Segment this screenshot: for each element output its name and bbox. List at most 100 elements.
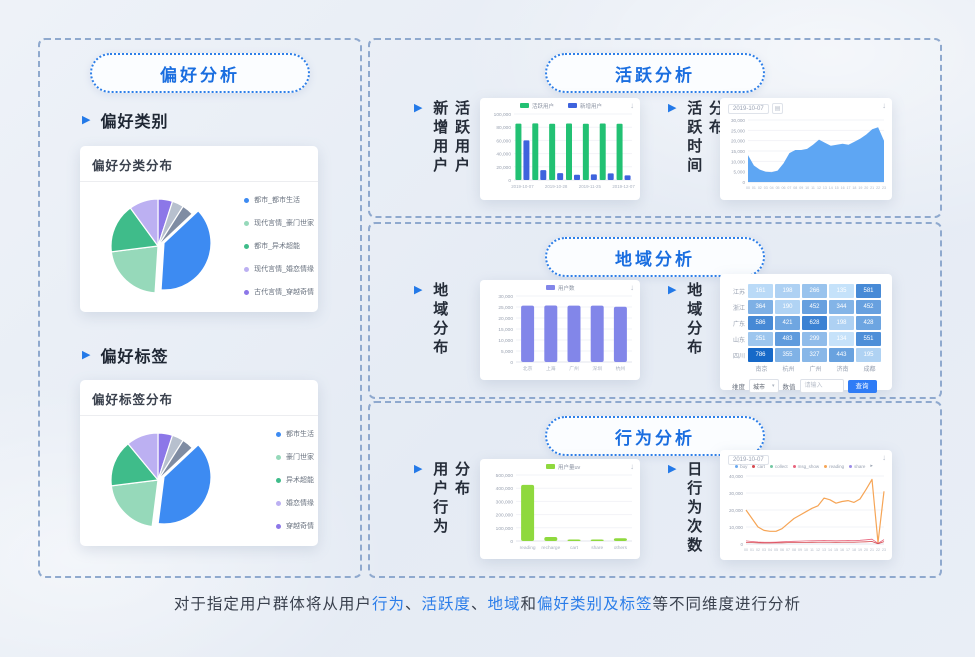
calendar-icon[interactable]: ▤ xyxy=(771,103,784,114)
vertical-label-column: 用户行为 xyxy=(431,461,449,537)
heatmap-grid: 江苏 161 198 266 135 581 浙江 364 190 452 344 452 广东 586 4… xyxy=(720,274,892,373)
x-axis-label: 12 xyxy=(817,186,821,190)
x-axis-label: 22 xyxy=(876,186,880,190)
pill-label: 行为分析 xyxy=(615,428,695,448)
heatmap-cell: 483 xyxy=(775,332,800,346)
y-axis-label: 300,000 xyxy=(496,499,514,505)
caption-text: 等不同维度进行分析 xyxy=(652,596,802,613)
bar xyxy=(613,538,627,541)
pie-slice xyxy=(110,479,159,528)
legend-item: 都市生活 xyxy=(276,429,314,439)
heatmap-cell: 443 xyxy=(829,348,854,362)
heatmap-cell: 786 xyxy=(748,348,773,362)
x-axis-label: 05 xyxy=(774,548,778,552)
legend-item: 异术超能 xyxy=(276,475,314,485)
x-axis-label: cart xyxy=(570,545,579,551)
pie-legend: 都市_都市生活 现代言情_豪门世家 都市_异术超能 现代言情_婚恋情缘 古代言情_穿越奇… xyxy=(244,195,314,310)
heatmap-col-label: 成都 xyxy=(863,367,876,373)
x-axis-label: 00 xyxy=(746,186,750,190)
y-axis-label: 40,000 xyxy=(729,474,743,479)
x-axis-label: 08 xyxy=(793,186,797,190)
pie-slice xyxy=(160,209,212,291)
x-axis-label: 21 xyxy=(870,548,874,552)
legend-label: 现代言情_婚恋情缘 xyxy=(254,266,314,273)
x-axis-label: 13 xyxy=(822,548,826,552)
y-axis-label: 10,000 xyxy=(731,159,745,164)
vertical-label: 日行为次数 xyxy=(683,461,705,556)
y-axis-label: 0 xyxy=(510,539,513,545)
region-heatmap-card: 江苏 161 198 266 135 581 浙江 364 190 452 344 452 广东 586 4… xyxy=(720,274,892,393)
heatmap-col-label: 广州 xyxy=(809,367,822,373)
legend-item: collect xyxy=(769,464,788,469)
line-series-msg_show xyxy=(745,538,885,544)
bar xyxy=(607,173,614,180)
heatmap-row: 广东 586 421 628 198 428 xyxy=(728,316,886,330)
bar xyxy=(613,306,627,362)
dimension-select[interactable]: 城市 ▾ xyxy=(749,379,779,393)
area-series xyxy=(748,127,884,182)
behavior-panel: 行为分析 ▶ 用户行为 分布 0 100,000 200,000 300,000 400,… xyxy=(368,401,942,578)
legend-dot xyxy=(276,431,281,437)
date-picker[interactable]: 2019-10-07 xyxy=(728,103,769,114)
legend-label: 穿越奇情 xyxy=(286,523,314,530)
behavior-analysis-pill: 行为分析 xyxy=(545,416,765,456)
legend-item: 都市_异术超能 xyxy=(244,241,314,251)
x-axis-label: 广州 xyxy=(569,365,579,372)
pie-slice xyxy=(157,443,212,525)
heatmap-row: 江苏 161 198 266 135 581 xyxy=(728,284,886,298)
section-header-preference-tags: ▶ 偏好标签 xyxy=(82,343,168,367)
x-axis-label: 09 xyxy=(799,186,803,190)
download-icon[interactable]: ↓ xyxy=(630,101,634,110)
legend-label: buy xyxy=(740,463,748,469)
active-time-chart-card: 2019-10-07 ▤ 0 5,000 10,000 15,000 20,000 25,… xyxy=(720,98,892,200)
x-axis-label: 07 xyxy=(787,186,791,190)
download-icon[interactable]: ↓ xyxy=(882,101,886,110)
heatmap-cell: 195 xyxy=(856,348,881,362)
vertical-label: 新增用户 活跃用户 xyxy=(429,100,473,176)
x-axis-label: 05 xyxy=(776,186,780,190)
area_time-svg: 0 5,000 10,000 15,000 20,000 25,000 30,000 00 01… xyxy=(731,118,886,190)
pie-slice xyxy=(110,245,159,294)
legend-item: share xyxy=(849,464,865,469)
heatmap-cell: 198 xyxy=(775,284,800,298)
date-picker[interactable]: 2019-10-07 xyxy=(728,455,769,465)
bar xyxy=(557,173,564,180)
y-axis-label: 0 xyxy=(740,542,743,547)
bar_behavior-svg: 0 100,000 200,000 300,000 400,000 500,000 用户量u… xyxy=(496,463,632,551)
y-axis-label: 5,000 xyxy=(501,349,513,355)
legend-label: reading xyxy=(829,463,845,469)
value-input[interactable]: 请输入 xyxy=(799,379,844,393)
y-axis-label: 0 xyxy=(742,180,745,185)
section-header-preference-category: ▶ 偏好类别 xyxy=(82,108,168,132)
vertical-label-column: 日行为次数 xyxy=(685,461,703,556)
download-icon[interactable]: ↓ xyxy=(630,462,634,471)
pie-slice xyxy=(127,432,159,482)
x-axis-label: 01 xyxy=(750,548,754,552)
y-axis-label: 20,000 xyxy=(496,165,511,171)
date-chip: 2019-10-07 ▤ xyxy=(728,103,784,114)
legend-item: buy xyxy=(735,464,747,469)
vertical-label-column: 新增用户 xyxy=(431,100,449,176)
x-axis-label: 03 xyxy=(762,548,766,552)
preference-tag-pie-chart: 都市生活 豪门世家 异术超能 婚恋情缘 穿越奇情 xyxy=(80,416,318,546)
y-axis-label: 100,000 xyxy=(494,112,512,118)
x-axis-label: 10 xyxy=(805,186,809,190)
legend-more-arrow[interactable]: ▸ xyxy=(870,463,873,469)
heatmap-cell: 452 xyxy=(802,300,827,314)
dimension-select-value: 城市 xyxy=(753,384,766,391)
x-axis-label: 22 xyxy=(876,548,880,552)
triangle-icon: ▶ xyxy=(414,102,423,114)
download-icon[interactable]: ↓ xyxy=(882,453,886,462)
x-axis-label: share xyxy=(591,545,603,551)
download-icon[interactable]: ↓ xyxy=(630,283,634,292)
x-axis-label: 06 xyxy=(780,548,784,552)
legend-label: 豪门世家 xyxy=(286,454,314,461)
heatmap-cell: 299 xyxy=(802,332,827,346)
bar xyxy=(616,123,623,180)
bar xyxy=(544,537,558,541)
region-bar-chart-card: 0 5,000 10,000 15,000 20,000 25,000 30,000 用户数北… xyxy=(480,280,640,380)
search-button[interactable]: 查询 xyxy=(847,379,877,393)
bar xyxy=(523,140,530,180)
legend-dot xyxy=(244,243,250,249)
legend-item: msg_show xyxy=(792,464,819,469)
